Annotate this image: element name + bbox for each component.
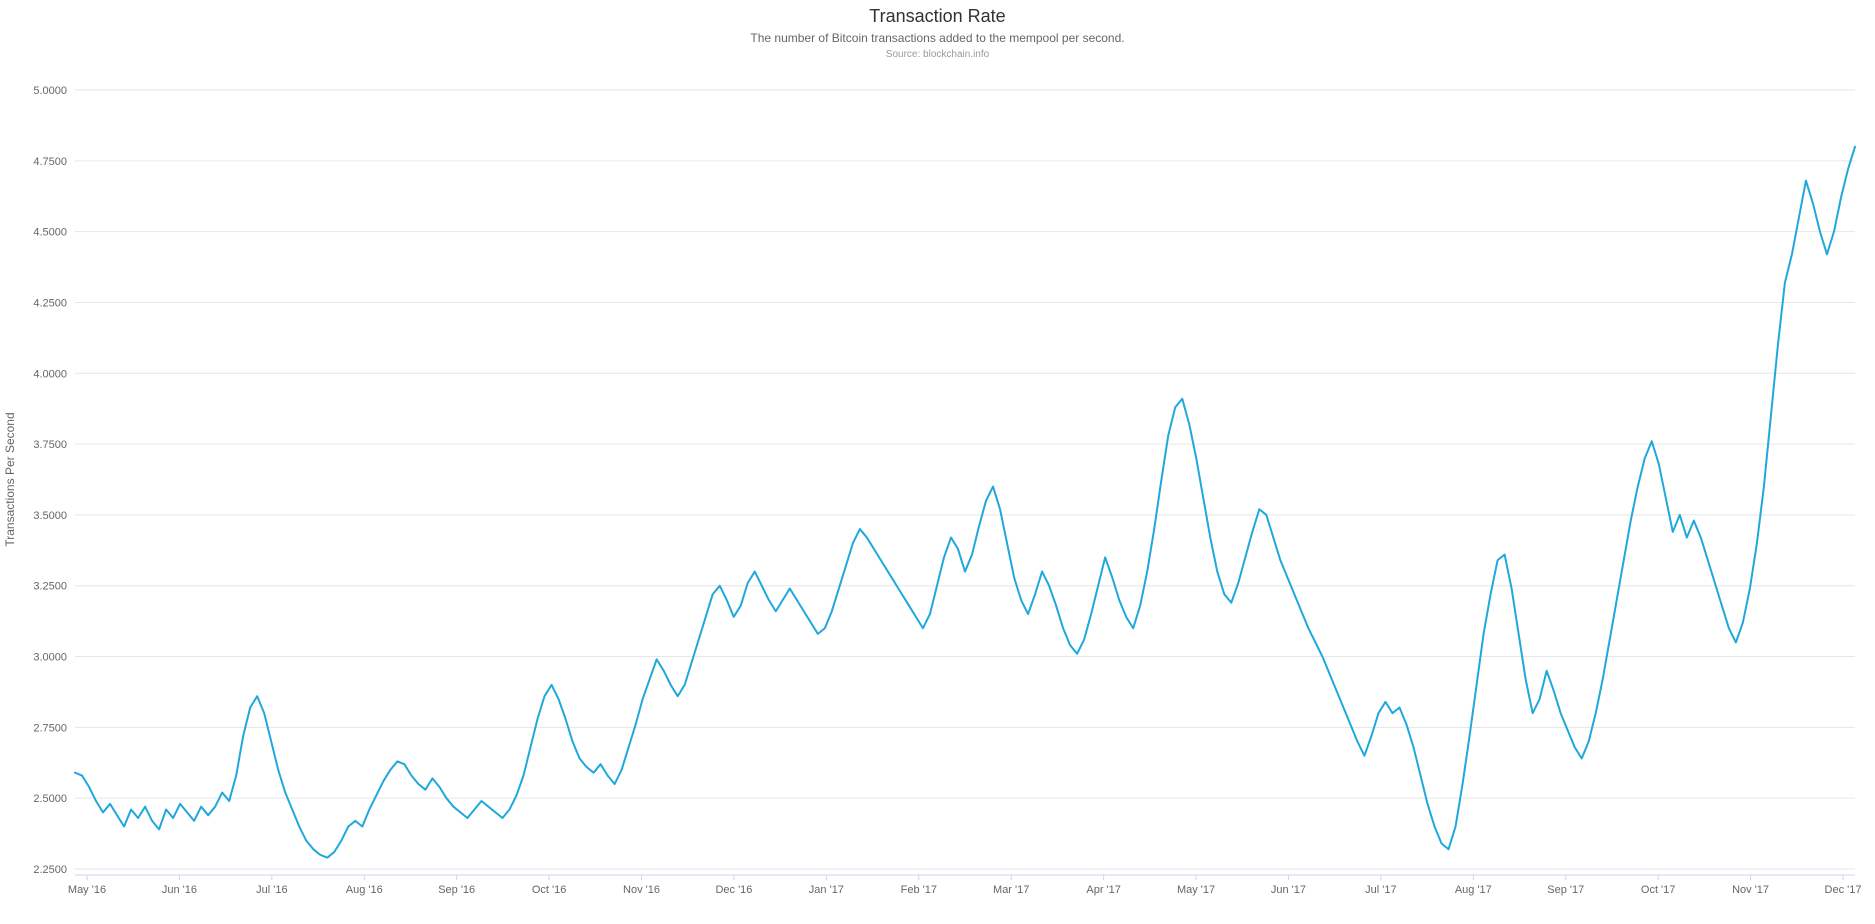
chart-titles: Transaction Rate The number of Bitcoin t…	[0, 0, 1875, 60]
x-tick-label: Jan '17	[809, 884, 844, 896]
y-tick-label: 3.7500	[33, 439, 67, 451]
x-tick-label: Sep '16	[438, 884, 475, 896]
x-tick-label: May '16	[68, 884, 106, 896]
x-tick-label: Jul '17	[1365, 884, 1396, 896]
x-tick-label: Apr '17	[1086, 884, 1121, 896]
y-tick-label: 4.2500	[33, 297, 67, 309]
y-tick-label: 4.0000	[33, 368, 67, 380]
chart-subtitle: The number of Bitcoin transactions added…	[0, 31, 1875, 45]
x-tick-label: Sep '17	[1547, 884, 1584, 896]
x-tick-label: Oct '17	[1641, 884, 1676, 896]
x-tick-label: Dec '17	[1825, 884, 1862, 896]
chart-svg: 2.2500 2.5000 2.7500 3.0000 3.2500 3.5000 3.75…	[0, 60, 1875, 914]
x-tick-label: Nov '16	[623, 884, 660, 896]
chart-container: Transaction Rate The number of Bitcoin t…	[0, 0, 1875, 924]
y-tick-label: 3.0000	[33, 652, 67, 664]
y-tick-label: 2.5000	[33, 793, 67, 805]
x-tick-label: Oct '16	[532, 884, 567, 896]
x-tick-label: Mar '17	[993, 884, 1029, 896]
x-tick-label: Feb '17	[901, 884, 937, 896]
x-tick-label: May '17	[1177, 884, 1215, 896]
x-tick-label: Dec '16	[715, 884, 752, 896]
y-tick-label: 2.7500	[33, 722, 67, 734]
chart-source: Source: blockchain.info	[0, 49, 1875, 60]
chart-title: Transaction Rate	[0, 6, 1875, 27]
x-tick-label: Jul '16	[256, 884, 287, 896]
x-tick-label: Jun '17	[1271, 884, 1306, 896]
x-tick-label: Jun '16	[162, 884, 197, 896]
x-tick-label: Aug '16	[346, 884, 383, 896]
y-tick-label: 2.2500	[33, 864, 67, 876]
series-line	[75, 147, 1855, 858]
y-tick-label: 5.0000	[33, 85, 67, 97]
y-tick-label: 3.2500	[33, 581, 67, 593]
y-tick-label: 4.7500	[33, 156, 67, 168]
x-tick-label: Aug '17	[1455, 884, 1492, 896]
y-tick-label: 4.5000	[33, 227, 67, 239]
y-tick-label: 3.5000	[33, 510, 67, 522]
x-tick-label: Nov '17	[1732, 884, 1769, 896]
y-axis-title: Transactions Per Second	[3, 412, 17, 546]
